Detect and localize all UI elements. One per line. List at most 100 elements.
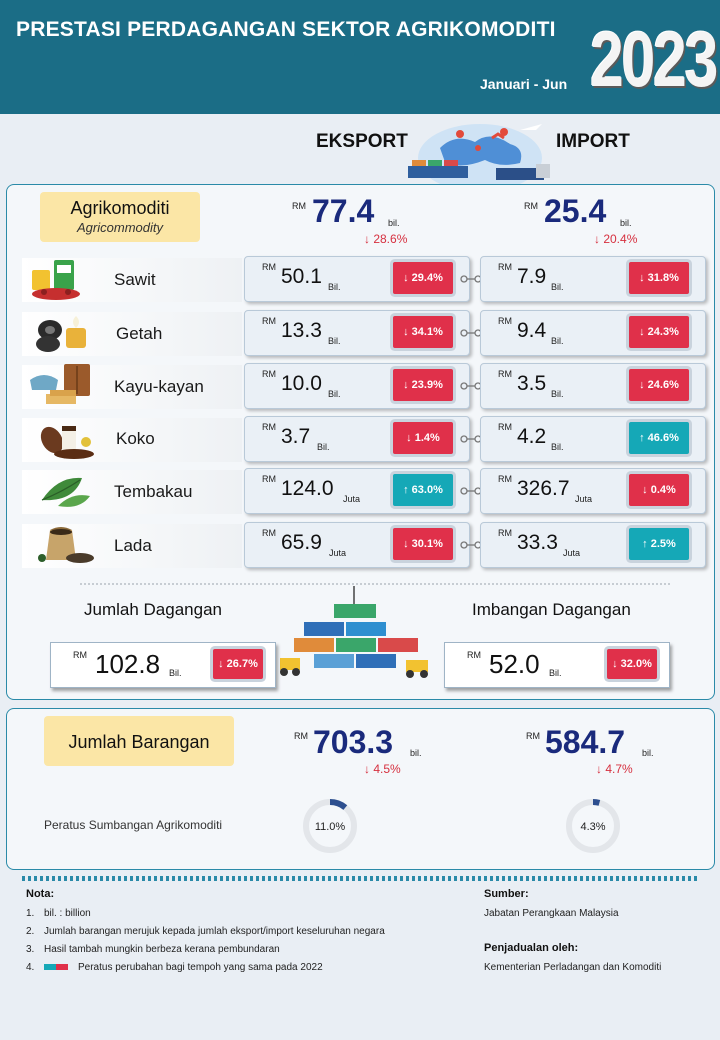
page-title: PRESTASI PERDAGANGAN SEKTOR AGRIKOMODITI bbox=[16, 18, 556, 41]
palm-oil-icon bbox=[32, 260, 80, 300]
import-change-badge: ↓ 24.6% bbox=[629, 369, 689, 401]
export-change-badge: ↓ 1.4% bbox=[393, 422, 453, 454]
agricommodity-tag: Agrikomoditi Agricommodity bbox=[40, 192, 200, 242]
goods-import-unit: bil. bbox=[642, 748, 654, 758]
note-4: 4. Peratus perubahan bagi tempoh yang sam… bbox=[26, 962, 323, 973]
note-2: 2. Jumlah barangan merujuk kepada jumlah … bbox=[26, 926, 385, 937]
export-total-unit: bil. bbox=[388, 218, 400, 228]
export-card: RM 124.0 Juta ↑ 63.0% bbox=[244, 468, 470, 514]
import-share-value: 4.3% bbox=[580, 821, 606, 833]
year-label: 2023 bbox=[590, 15, 718, 103]
export-value: 13.3 bbox=[281, 319, 322, 342]
goods-export-change: ↓ 4.5% bbox=[364, 762, 401, 776]
note-text: Jumlah barangan merujuk kepada jumlah ek… bbox=[44, 926, 385, 937]
currency: RM bbox=[262, 262, 276, 272]
trade-balance-label: Imbangan Dagangan bbox=[472, 600, 631, 619]
source-title: Sumber: bbox=[484, 888, 529, 900]
import-card: RM 4.2 Bil. ↑ 46.6% bbox=[480, 416, 706, 462]
change-legend-swatch bbox=[44, 964, 68, 971]
scheduled-by-title: Penjadualan oleh: bbox=[484, 942, 579, 954]
goods-export-currency: RM bbox=[294, 731, 308, 741]
import-unit: Bil. bbox=[551, 442, 564, 452]
currency: RM bbox=[262, 369, 276, 379]
import-value: 9.4 bbox=[517, 319, 547, 342]
import-total-unit: bil. bbox=[620, 218, 632, 228]
export-total-change: ↓ 28.6% bbox=[364, 232, 408, 246]
export-unit: Bil. bbox=[317, 442, 330, 452]
import-card: RM 7.9 Bil. ↓ 31.8% bbox=[480, 256, 706, 302]
import-unit: Juta bbox=[575, 494, 593, 504]
currency: RM bbox=[498, 422, 512, 432]
link-connector-icon bbox=[460, 435, 482, 443]
import-total-change: ↓ 20.4% bbox=[594, 232, 638, 246]
goods-import-currency: RM bbox=[526, 731, 540, 741]
currency: RM bbox=[498, 262, 512, 272]
total-trade-unit: Bil. bbox=[169, 668, 182, 678]
import-value: 4.2 bbox=[517, 425, 547, 448]
import-card: RM 9.4 Bil. ↓ 24.3% bbox=[480, 310, 706, 356]
import-change-badge: ↓ 24.3% bbox=[629, 316, 689, 348]
import-card: RM 33.3 Juta ↑ 2.5% bbox=[480, 522, 706, 568]
import-share-arc bbox=[566, 799, 620, 853]
export-unit: Juta bbox=[329, 548, 347, 558]
trade-balance-unit: Bil. bbox=[549, 668, 562, 678]
import-value: 3.5 bbox=[517, 372, 547, 395]
import-share-donut bbox=[566, 799, 620, 853]
goods-import-change: ↓ 4.7% bbox=[596, 762, 633, 776]
import-card: RM 326.7 Juta ↓ 0.4% bbox=[480, 468, 706, 514]
total-trade-change-badge: ↓ 26.7% bbox=[213, 649, 263, 679]
row-label: Koko bbox=[116, 429, 155, 448]
notes-title: Nota: bbox=[26, 888, 55, 900]
export-card: RM 50.1 Bil. ↓ 29.4% bbox=[244, 256, 470, 302]
currency: RM bbox=[498, 369, 512, 379]
total-goods-tag: Jumlah Barangan bbox=[44, 716, 234, 766]
agricommodity-tag-en: Agricommodity bbox=[77, 220, 163, 235]
currency: RM bbox=[498, 528, 512, 538]
export-value: 65.9 bbox=[281, 531, 322, 554]
source-text: Jabatan Perangkaan Malaysia bbox=[484, 908, 619, 919]
goods-export-value: 703.3 bbox=[313, 724, 394, 760]
import-unit: Bil. bbox=[551, 389, 564, 399]
link-connector-icon bbox=[460, 329, 482, 337]
import-change-badge: ↑ 46.6% bbox=[629, 422, 689, 454]
import-total-currency: RM bbox=[524, 201, 538, 211]
row-label: Getah bbox=[116, 324, 163, 343]
link-connector-icon bbox=[460, 275, 482, 283]
export-change-badge: ↓ 34.1% bbox=[393, 316, 453, 348]
rubber-tyre-icon bbox=[36, 316, 86, 352]
export-value: 124.0 bbox=[281, 477, 334, 500]
row-label: Kayu-kayan bbox=[114, 377, 204, 396]
total-goods-tag-label: Jumlah Barangan bbox=[68, 732, 210, 752]
note-3: 3. Hasil tambah mungkin berbeza kerana pe… bbox=[26, 944, 280, 955]
export-share-donut bbox=[303, 799, 357, 853]
trade-balance-value: 52.0 bbox=[489, 649, 540, 679]
currency: RM bbox=[467, 650, 481, 660]
currency: RM bbox=[498, 316, 512, 326]
total-trade-box: RM 102.8 Bil. ↓ 26.7% bbox=[50, 642, 276, 688]
export-unit: Bil. bbox=[328, 336, 341, 346]
import-change-badge: ↓ 0.4% bbox=[629, 474, 689, 506]
export-value: 50.1 bbox=[281, 265, 322, 288]
export-unit: Bil. bbox=[328, 389, 341, 399]
import-value: 33.3 bbox=[517, 531, 558, 554]
link-connector-icon bbox=[460, 541, 482, 549]
export-total-currency: RM bbox=[292, 201, 306, 211]
agricommodity-tag-ms: Agrikomoditi bbox=[70, 198, 170, 218]
note-text: Peratus perubahan bagi tempoh yang sama … bbox=[78, 962, 323, 973]
currency: RM bbox=[73, 650, 87, 660]
import-total-value: 25.4 bbox=[544, 193, 607, 229]
timber-furniture-icon bbox=[30, 364, 90, 404]
note-1: 1. bil. : billion bbox=[26, 908, 91, 919]
row-label: Tembakau bbox=[114, 482, 193, 501]
export-total-value: 77.4 bbox=[312, 193, 375, 229]
currency: RM bbox=[262, 422, 276, 432]
import-value: 326.7 bbox=[517, 477, 570, 500]
export-card: RM 65.9 Juta ↓ 30.1% bbox=[244, 522, 470, 568]
import-unit: Bil. bbox=[551, 336, 564, 346]
globe-trade-icon bbox=[408, 124, 550, 186]
import-column-heading: IMPORT bbox=[556, 131, 630, 152]
row-label: Sawit bbox=[114, 270, 156, 289]
total-trade-value: 102.8 bbox=[95, 649, 161, 679]
import-unit: Juta bbox=[563, 548, 581, 558]
divider bbox=[80, 583, 670, 585]
